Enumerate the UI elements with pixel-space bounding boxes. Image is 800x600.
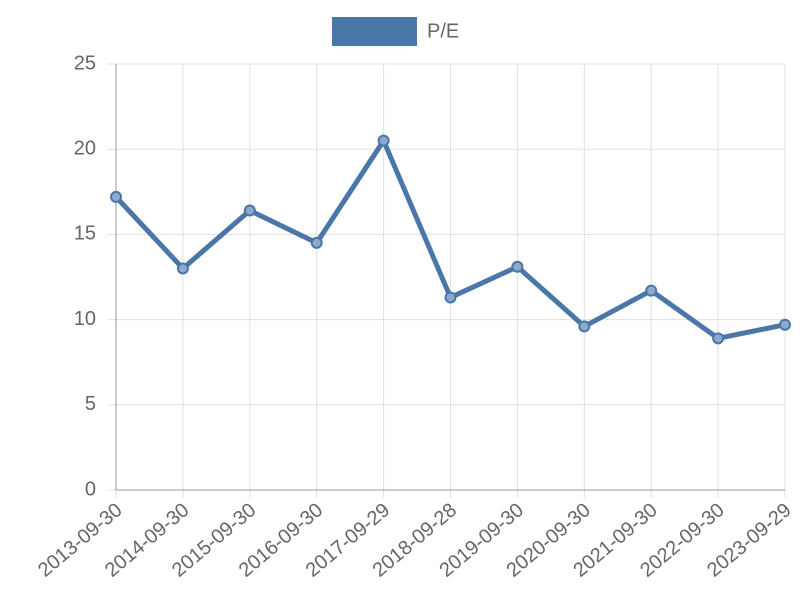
- point: [779, 318, 791, 331]
- legend-label: P/E: [427, 20, 459, 42]
- point: [377, 134, 390, 147]
- point: [176, 262, 189, 275]
- point: [110, 190, 122, 203]
- legend-swatch: [332, 17, 417, 46]
- point: [243, 204, 256, 217]
- point: [712, 332, 725, 345]
- y-tick-label: 25: [74, 52, 96, 74]
- y-tick-label: 20: [74, 137, 96, 159]
- point: [511, 260, 524, 273]
- point: [310, 236, 323, 249]
- point: [444, 291, 457, 304]
- y-tick-label: 5: [85, 393, 96, 415]
- y-tick-label: 15: [74, 223, 96, 245]
- y-tick-label: 10: [74, 308, 96, 330]
- point: [578, 320, 591, 333]
- y-tick-label: 0: [85, 478, 96, 500]
- point: [645, 284, 658, 297]
